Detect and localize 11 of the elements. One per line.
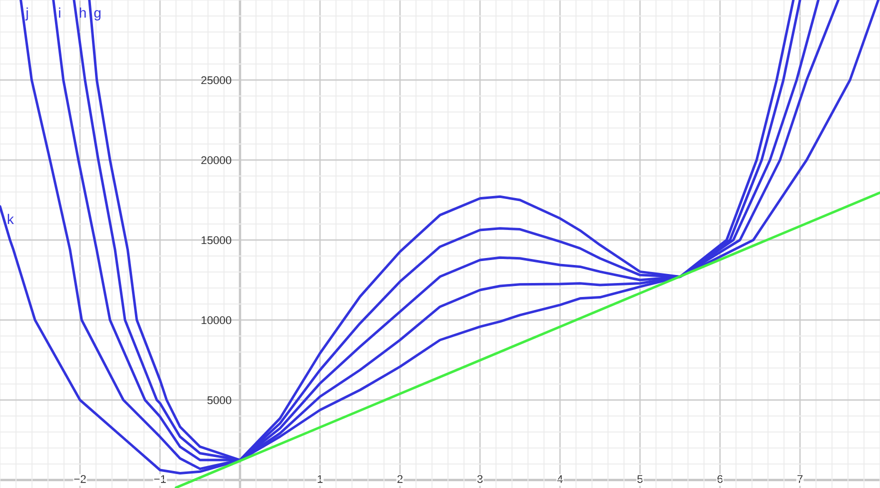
series-label: h bbox=[80, 8, 86, 18]
line-series bbox=[174, 191, 880, 488]
series-label: g bbox=[94, 10, 100, 20]
series-label: k bbox=[8, 214, 14, 224]
series-label: i bbox=[59, 8, 60, 18]
y-tick-label: 15000 bbox=[202, 236, 232, 244]
series-label: j bbox=[25, 8, 28, 20]
y-tick-label: 20000 bbox=[201, 156, 232, 164]
y-tick-label: 25000 bbox=[201, 76, 232, 84]
y-tick-label: 5000 bbox=[207, 396, 232, 404]
y-tick-label: 10000 bbox=[202, 316, 232, 324]
